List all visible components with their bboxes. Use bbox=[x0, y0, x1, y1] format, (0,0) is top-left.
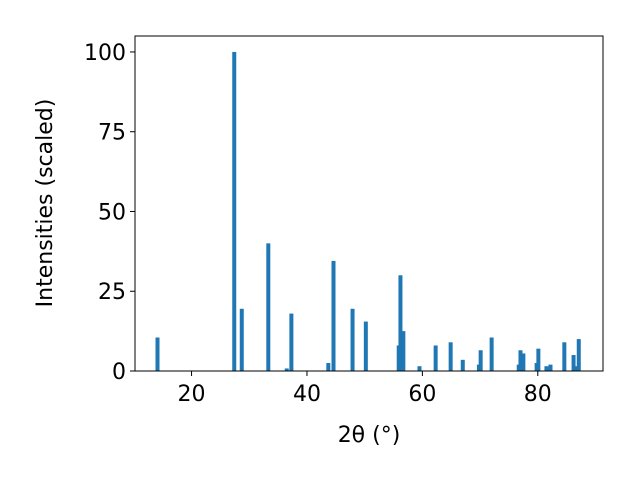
bar bbox=[518, 350, 523, 371]
bar bbox=[448, 342, 453, 371]
bar bbox=[544, 366, 549, 371]
x-tick-label: 20 bbox=[178, 382, 206, 407]
bar bbox=[576, 339, 581, 371]
bar bbox=[573, 366, 578, 371]
x-tick-label: 40 bbox=[293, 382, 321, 407]
y-axis-label: Intensities (scaled) bbox=[33, 99, 58, 308]
bar bbox=[363, 321, 368, 371]
bar bbox=[562, 342, 567, 371]
bar bbox=[460, 359, 465, 371]
bar bbox=[401, 331, 406, 371]
y-tick-label: 100 bbox=[84, 41, 126, 66]
bar bbox=[521, 353, 526, 371]
y-tick-label: 75 bbox=[98, 121, 126, 146]
bar bbox=[536, 348, 541, 371]
x-axis-label: 2θ (°) bbox=[338, 423, 401, 448]
bar bbox=[331, 260, 336, 371]
x-tick-label: 60 bbox=[408, 382, 436, 407]
bar bbox=[489, 337, 494, 371]
bar bbox=[326, 363, 331, 371]
bar bbox=[398, 275, 403, 371]
bar bbox=[284, 368, 289, 371]
bar bbox=[478, 350, 483, 371]
bar bbox=[548, 364, 553, 371]
bar bbox=[239, 308, 244, 371]
bar bbox=[433, 345, 438, 371]
bar bbox=[289, 313, 294, 371]
bar bbox=[417, 366, 422, 371]
bar bbox=[232, 51, 237, 371]
y-tick-label: 25 bbox=[98, 280, 126, 305]
plot-frame bbox=[134, 35, 604, 372]
y-tick-label: 50 bbox=[98, 200, 126, 225]
y-tick-label: 0 bbox=[112, 360, 126, 385]
bar bbox=[266, 243, 271, 371]
x-tick-label: 80 bbox=[524, 382, 552, 407]
bar bbox=[350, 308, 355, 371]
bar bbox=[571, 355, 576, 371]
bar bbox=[155, 337, 160, 371]
